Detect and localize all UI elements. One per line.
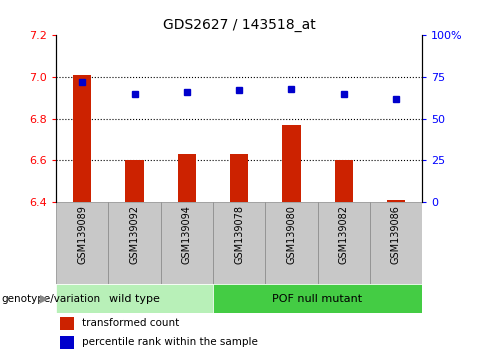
Text: transformed count: transformed count bbox=[82, 318, 179, 329]
Bar bbox=[60, 317, 75, 330]
Text: GSM139086: GSM139086 bbox=[391, 205, 401, 263]
Bar bbox=[125, 160, 143, 202]
Bar bbox=[370, 202, 422, 284]
Bar bbox=[387, 200, 405, 202]
Bar bbox=[282, 125, 301, 202]
Bar bbox=[213, 202, 265, 284]
Text: GSM139089: GSM139089 bbox=[77, 205, 87, 263]
Bar bbox=[73, 75, 91, 202]
Text: ▶: ▶ bbox=[41, 293, 49, 304]
Bar bbox=[56, 284, 213, 313]
Bar bbox=[230, 154, 248, 202]
Bar bbox=[56, 202, 108, 284]
Text: percentile rank within the sample: percentile rank within the sample bbox=[82, 337, 258, 347]
Title: GDS2627 / 143518_at: GDS2627 / 143518_at bbox=[163, 18, 316, 32]
Bar bbox=[161, 202, 213, 284]
Text: POF null mutant: POF null mutant bbox=[272, 293, 363, 304]
Text: genotype/variation: genotype/variation bbox=[1, 293, 100, 304]
Text: wild type: wild type bbox=[109, 293, 160, 304]
Bar bbox=[178, 154, 196, 202]
Text: GSM139082: GSM139082 bbox=[339, 205, 349, 264]
Text: GSM139094: GSM139094 bbox=[182, 205, 192, 263]
Bar bbox=[108, 202, 161, 284]
Bar bbox=[213, 284, 422, 313]
Bar bbox=[335, 160, 353, 202]
Bar bbox=[265, 202, 318, 284]
Bar bbox=[60, 336, 75, 349]
Text: GSM139078: GSM139078 bbox=[234, 205, 244, 264]
Text: GSM139092: GSM139092 bbox=[129, 205, 140, 264]
Text: GSM139080: GSM139080 bbox=[286, 205, 296, 263]
Bar bbox=[318, 202, 370, 284]
